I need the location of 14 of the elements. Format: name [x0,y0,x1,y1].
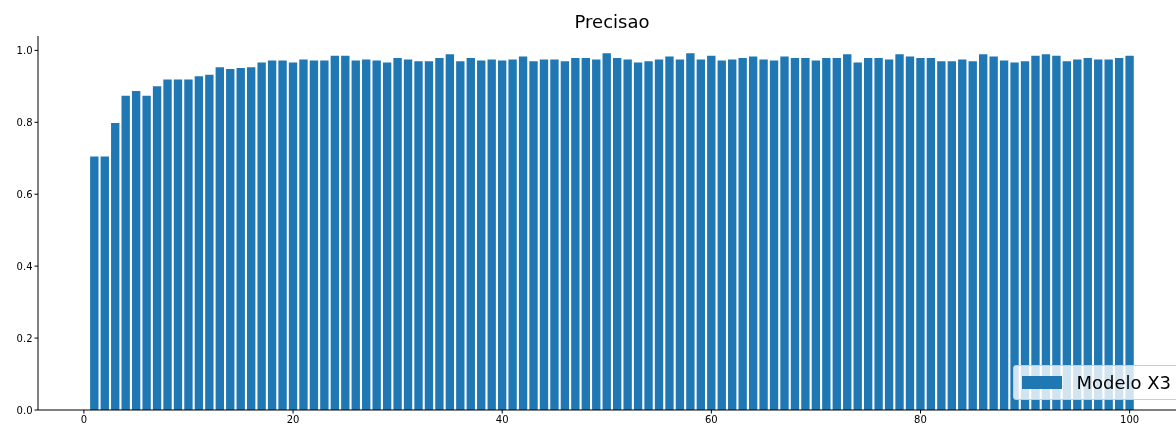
legend-label: Modelo X3 [1076,372,1171,393]
x-tick-label: 40 [495,413,509,425]
y-tick-label: 0.4 [16,260,33,272]
y-tick-label: 0.8 [16,116,33,128]
y-tick-label: 0.2 [16,332,33,344]
y-tick-label: 0.0 [16,404,33,416]
x-tick-label: 80 [914,413,927,425]
x-tick-label: 0 [80,413,88,425]
x-tick-label: 100 [1120,413,1140,425]
y-tick-label: 0.6 [16,188,33,200]
x-tick-label: 60 [704,413,718,425]
chart-title: Precisao [574,11,650,32]
y-tick-label: 1.0 [16,44,33,56]
x-tick-label: 20 [286,413,300,425]
